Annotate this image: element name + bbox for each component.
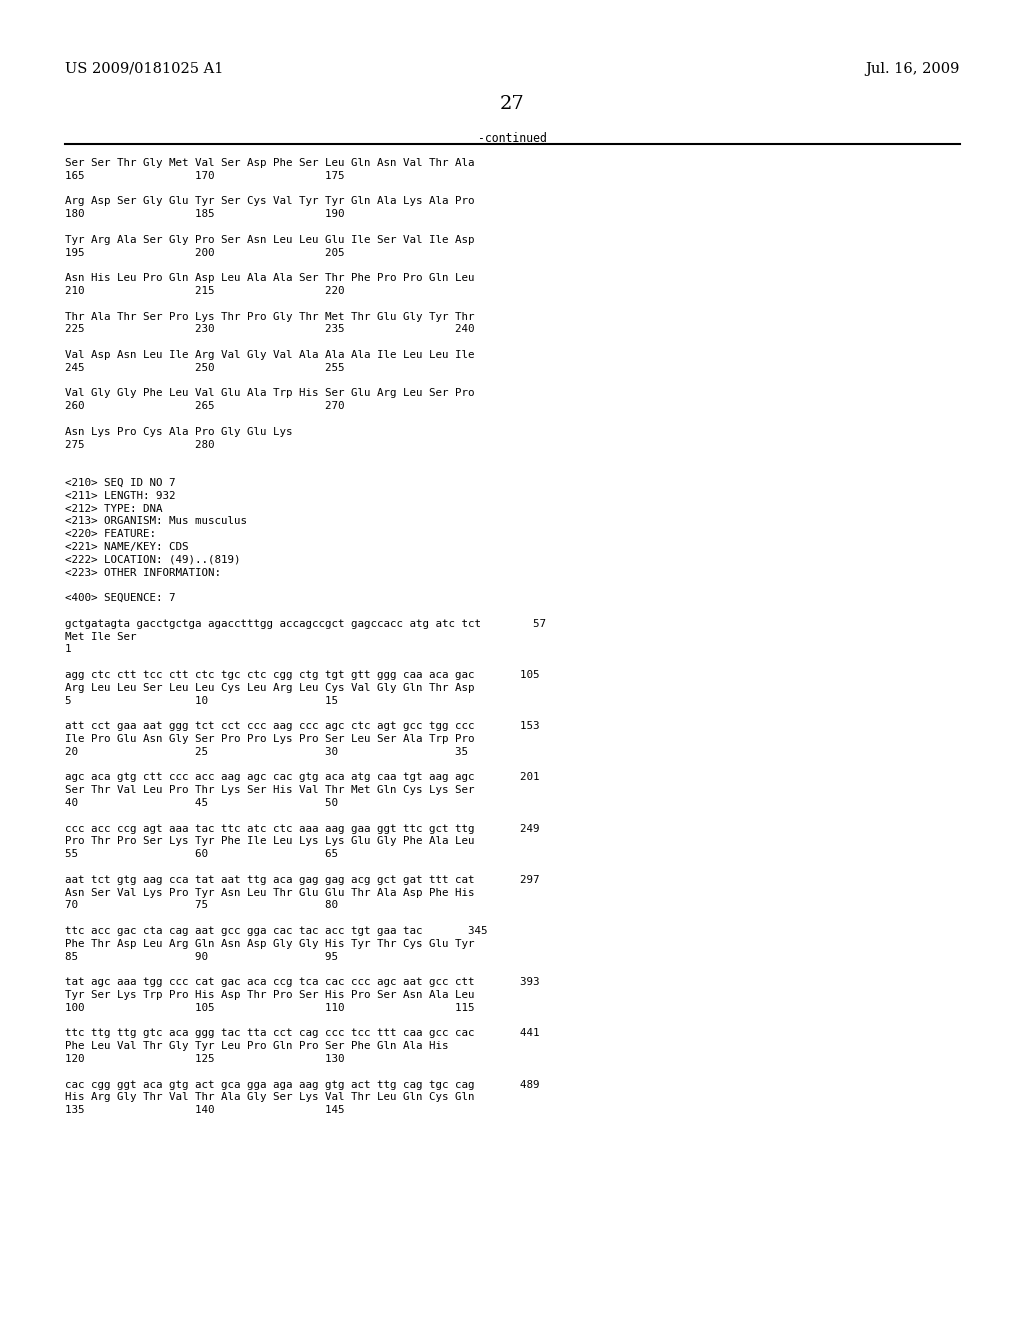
Text: <400> SEQUENCE: 7: <400> SEQUENCE: 7	[65, 593, 175, 603]
Text: 275                 280: 275 280	[65, 440, 214, 450]
Text: <223> OTHER INFORMATION:: <223> OTHER INFORMATION:	[65, 568, 221, 578]
Text: 1: 1	[65, 644, 72, 655]
Text: 27: 27	[500, 95, 525, 114]
Text: Phe Leu Val Thr Gly Tyr Leu Pro Gln Pro Ser Phe Gln Ala His: Phe Leu Val Thr Gly Tyr Leu Pro Gln Pro …	[65, 1041, 449, 1051]
Text: agc aca gtg ctt ccc acc aag agc cac gtg aca atg caa tgt aag agc       201: agc aca gtg ctt ccc acc aag agc cac gtg …	[65, 772, 540, 783]
Text: His Arg Gly Thr Val Thr Ala Gly Ser Lys Val Thr Leu Gln Cys Gln: His Arg Gly Thr Val Thr Ala Gly Ser Lys …	[65, 1093, 474, 1102]
Text: <210> SEQ ID NO 7: <210> SEQ ID NO 7	[65, 478, 175, 488]
Text: gctgatagta gacctgctga agacctttgg accagccgct gagccacc atg atc tct        57: gctgatagta gacctgctga agacctttgg accagcc…	[65, 619, 546, 628]
Text: Ile Pro Glu Asn Gly Ser Pro Pro Lys Pro Ser Leu Ser Ala Trp Pro: Ile Pro Glu Asn Gly Ser Pro Pro Lys Pro …	[65, 734, 474, 744]
Text: <220> FEATURE:: <220> FEATURE:	[65, 529, 156, 539]
Text: Asn Ser Val Lys Pro Tyr Asn Leu Thr Glu Glu Thr Ala Asp Phe His: Asn Ser Val Lys Pro Tyr Asn Leu Thr Glu …	[65, 887, 474, 898]
Text: 20                  25                  30                  35: 20 25 30 35	[65, 747, 468, 756]
Text: agg ctc ctt tcc ctt ctc tgc ctc cgg ctg tgt gtt ggg caa aca gac       105: agg ctc ctt tcc ctt ctc tgc ctc cgg ctg …	[65, 671, 540, 680]
Text: Tyr Ser Lys Trp Pro His Asp Thr Pro Ser His Pro Ser Asn Ala Leu: Tyr Ser Lys Trp Pro His Asp Thr Pro Ser …	[65, 990, 474, 1001]
Text: 210                 215                 220: 210 215 220	[65, 286, 344, 296]
Text: Val Asp Asn Leu Ile Arg Val Gly Val Ala Ala Ala Ile Leu Leu Ile: Val Asp Asn Leu Ile Arg Val Gly Val Ala …	[65, 350, 474, 360]
Text: 180                 185                 190: 180 185 190	[65, 209, 344, 219]
Text: ttc acc gac cta cag aat gcc gga cac tac acc tgt gaa tac       345: ttc acc gac cta cag aat gcc gga cac tac …	[65, 927, 487, 936]
Text: Thr Ala Thr Ser Pro Lys Thr Pro Gly Thr Met Thr Glu Gly Tyr Thr: Thr Ala Thr Ser Pro Lys Thr Pro Gly Thr …	[65, 312, 474, 322]
Text: Asn His Leu Pro Gln Asp Leu Ala Ala Ser Thr Phe Pro Pro Gln Leu: Asn His Leu Pro Gln Asp Leu Ala Ala Ser …	[65, 273, 474, 284]
Text: <212> TYPE: DNA: <212> TYPE: DNA	[65, 504, 163, 513]
Text: aat tct gtg aag cca tat aat ttg aca gag gag acg gct gat ttt cat       297: aat tct gtg aag cca tat aat ttg aca gag …	[65, 875, 540, 884]
Text: Ser Ser Thr Gly Met Val Ser Asp Phe Ser Leu Gln Asn Val Thr Ala: Ser Ser Thr Gly Met Val Ser Asp Phe Ser …	[65, 158, 474, 168]
Text: 245                 250                 255: 245 250 255	[65, 363, 344, 372]
Text: Pro Thr Pro Ser Lys Tyr Phe Ile Leu Lys Lys Glu Gly Phe Ala Leu: Pro Thr Pro Ser Lys Tyr Phe Ile Leu Lys …	[65, 837, 474, 846]
Text: Asn Lys Pro Cys Ala Pro Gly Glu Lys: Asn Lys Pro Cys Ala Pro Gly Glu Lys	[65, 426, 293, 437]
Text: <221> NAME/KEY: CDS: <221> NAME/KEY: CDS	[65, 543, 188, 552]
Text: Met Ile Ser: Met Ile Ser	[65, 631, 136, 642]
Text: cac cgg ggt aca gtg act gca gga aga aag gtg act ttg cag tgc cag       489: cac cgg ggt aca gtg act gca gga aga aag …	[65, 1080, 540, 1089]
Text: Ser Thr Val Leu Pro Thr Lys Ser His Val Thr Met Gln Cys Lys Ser: Ser Thr Val Leu Pro Thr Lys Ser His Val …	[65, 785, 474, 795]
Text: Tyr Arg Ala Ser Gly Pro Ser Asn Leu Leu Glu Ile Ser Val Ile Asp: Tyr Arg Ala Ser Gly Pro Ser Asn Leu Leu …	[65, 235, 474, 244]
Text: att cct gaa aat ggg tct cct ccc aag ccc agc ctc agt gcc tgg ccc       153: att cct gaa aat ggg tct cct ccc aag ccc …	[65, 721, 540, 731]
Text: Val Gly Gly Phe Leu Val Glu Ala Trp His Ser Glu Arg Leu Ser Pro: Val Gly Gly Phe Leu Val Glu Ala Trp His …	[65, 388, 474, 399]
Text: <213> ORGANISM: Mus musculus: <213> ORGANISM: Mus musculus	[65, 516, 247, 527]
Text: 260                 265                 270: 260 265 270	[65, 401, 344, 412]
Text: Jul. 16, 2009: Jul. 16, 2009	[865, 62, 961, 77]
Text: <211> LENGTH: 932: <211> LENGTH: 932	[65, 491, 175, 500]
Text: 165                 170                 175: 165 170 175	[65, 170, 344, 181]
Text: Phe Thr Asp Leu Arg Gln Asn Asp Gly Gly His Tyr Thr Cys Glu Tyr: Phe Thr Asp Leu Arg Gln Asn Asp Gly Gly …	[65, 939, 474, 949]
Text: 195                 200                 205: 195 200 205	[65, 248, 344, 257]
Text: 225                 230                 235                 240: 225 230 235 240	[65, 325, 474, 334]
Text: Arg Asp Ser Gly Glu Tyr Ser Cys Val Tyr Tyr Gln Ala Lys Ala Pro: Arg Asp Ser Gly Glu Tyr Ser Cys Val Tyr …	[65, 197, 474, 206]
Text: 100                 105                 110                 115: 100 105 110 115	[65, 1003, 474, 1012]
Text: ttc ttg ttg gtc aca ggg tac tta cct cag ccc tcc ttt caa gcc cac       441: ttc ttg ttg gtc aca ggg tac tta cct cag …	[65, 1028, 540, 1039]
Text: tat agc aaa tgg ccc cat gac aca ccg tca cac ccc agc aat gcc ctt       393: tat agc aaa tgg ccc cat gac aca ccg tca …	[65, 977, 540, 987]
Text: ccc acc ccg agt aaa tac ttc atc ctc aaa aag gaa ggt ttc gct ttg       249: ccc acc ccg agt aaa tac ttc atc ctc aaa …	[65, 824, 540, 834]
Text: 55                  60                  65: 55 60 65	[65, 849, 338, 859]
Text: US 2009/0181025 A1: US 2009/0181025 A1	[65, 62, 223, 77]
Text: -continued: -continued	[478, 132, 547, 145]
Text: 85                  90                  95: 85 90 95	[65, 952, 338, 961]
Text: <222> LOCATION: (49)..(819): <222> LOCATION: (49)..(819)	[65, 554, 241, 565]
Text: 120                 125                 130: 120 125 130	[65, 1053, 344, 1064]
Text: Arg Leu Leu Ser Leu Leu Cys Leu Arg Leu Cys Val Gly Gln Thr Asp: Arg Leu Leu Ser Leu Leu Cys Leu Arg Leu …	[65, 682, 474, 693]
Text: 135                 140                 145: 135 140 145	[65, 1105, 344, 1115]
Text: 40                  45                  50: 40 45 50	[65, 799, 338, 808]
Text: 5                   10                  15: 5 10 15	[65, 696, 338, 706]
Text: 70                  75                  80: 70 75 80	[65, 900, 338, 911]
